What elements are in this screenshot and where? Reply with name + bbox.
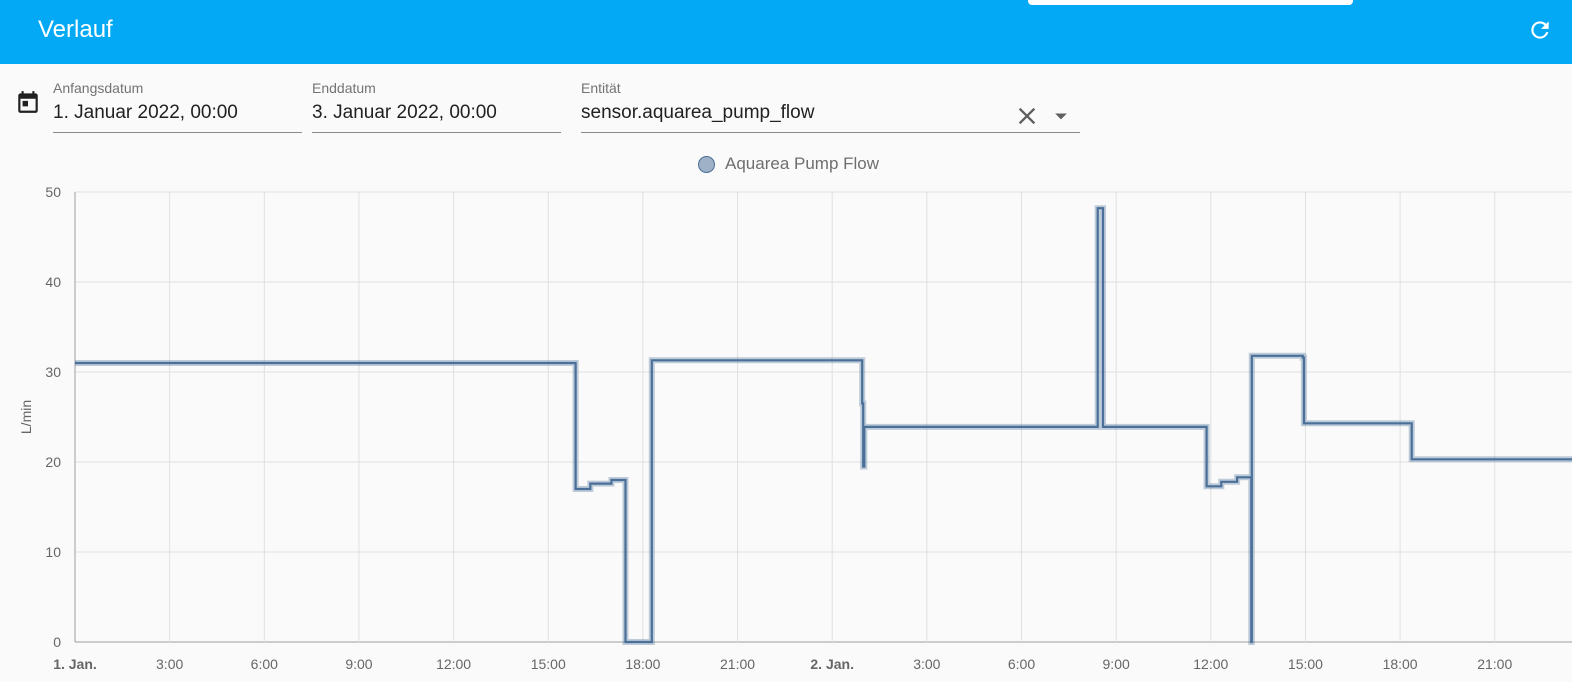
entity-label: Entität bbox=[581, 80, 621, 96]
app-header: Verlauf bbox=[0, 0, 1572, 64]
x-tick-label: 18:00 bbox=[625, 656, 660, 672]
chart-grid bbox=[74, 191, 1572, 643]
x-tick-label: 9:00 bbox=[345, 656, 372, 672]
clear-entity-button[interactable] bbox=[1013, 102, 1041, 130]
start-date-field[interactable]: Anfangsdatum 1. Januar 2022, 00:00 bbox=[53, 78, 302, 133]
x-tick-label: 6:00 bbox=[1008, 656, 1035, 672]
y-tick-label: 50 bbox=[45, 184, 61, 200]
calendar-icon[interactable] bbox=[15, 88, 41, 116]
x-tick-label: 21:00 bbox=[1477, 656, 1512, 672]
x-tick-label: 12:00 bbox=[1193, 656, 1228, 672]
entity-value[interactable]: sensor.aquarea_pump_flow bbox=[581, 102, 815, 123]
x-tick-label: 21:00 bbox=[720, 656, 755, 672]
x-tick-label: 18:00 bbox=[1383, 656, 1418, 672]
entity-field[interactable]: Entität sensor.aquarea_pump_flow bbox=[581, 78, 1080, 133]
x-tick-label: 2. Jan. bbox=[810, 656, 854, 672]
close-icon bbox=[1018, 107, 1036, 125]
end-date-field[interactable]: Enddatum 3. Januar 2022, 00:00 bbox=[312, 78, 561, 133]
chart-axes: 0 10 20 30 40 50 1. Jan. 3:00 6:00 9:00 12:00 15:00… bbox=[18, 184, 1512, 672]
start-date-label: Anfangsdatum bbox=[53, 80, 144, 96]
end-date-label: Enddatum bbox=[312, 80, 376, 96]
x-tick-label: 15:00 bbox=[1288, 656, 1323, 672]
y-tick-label: 20 bbox=[45, 454, 61, 470]
x-tick-label: 12:00 bbox=[436, 656, 471, 672]
end-date-value[interactable]: 3. Januar 2022, 00:00 bbox=[312, 102, 497, 123]
x-tick-label: 9:00 bbox=[1103, 656, 1130, 672]
entity-dropdown-button[interactable] bbox=[1051, 106, 1071, 126]
refresh-icon bbox=[1531, 21, 1549, 39]
flow-chart: 0 10 20 30 40 50 1. Jan. 3:00 6:00 9:00 12:00 15:00… bbox=[18, 184, 1572, 672]
legend-swatch[interactable] bbox=[698, 155, 715, 173]
y-axis-title: L/min bbox=[18, 400, 34, 434]
x-tick-label: 15:00 bbox=[531, 656, 566, 672]
chart-legend[interactable]: Aquarea Pump Flow bbox=[698, 152, 879, 176]
legend-label[interactable]: Aquarea Pump Flow bbox=[725, 154, 880, 173]
y-tick-label: 30 bbox=[45, 364, 61, 380]
start-date-value[interactable]: 1. Januar 2022, 00:00 bbox=[53, 102, 238, 123]
x-tick-label: 6:00 bbox=[251, 656, 278, 672]
refresh-button[interactable] bbox=[1524, 14, 1556, 46]
y-tick-label: 0 bbox=[53, 634, 61, 650]
chart-series bbox=[75, 205, 1572, 645]
x-tick-label: 3:00 bbox=[156, 656, 183, 672]
y-tick-label: 40 bbox=[45, 274, 61, 290]
series-band bbox=[75, 205, 1572, 645]
series-line bbox=[75, 207, 1572, 644]
page-title: Verlauf bbox=[38, 16, 113, 43]
header-search-pill bbox=[1028, 0, 1353, 5]
x-tick-label: 3:00 bbox=[913, 656, 940, 672]
arrow-drop-down-icon bbox=[1055, 113, 1067, 120]
y-tick-label: 10 bbox=[45, 544, 61, 560]
x-tick-label: 1. Jan. bbox=[53, 656, 97, 672]
